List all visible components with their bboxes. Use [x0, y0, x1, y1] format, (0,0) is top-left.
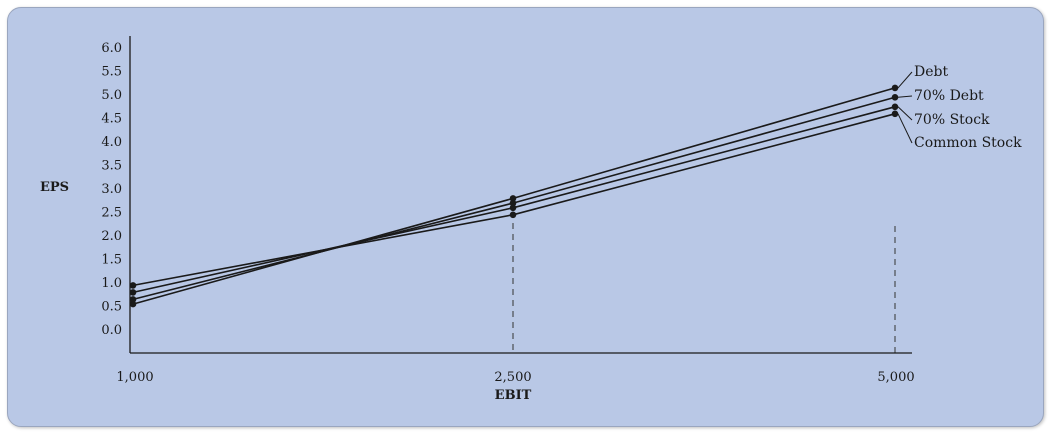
legend-leader-line — [897, 95, 913, 98]
data-point — [129, 296, 137, 303]
x-tick-label: 5,000 — [877, 370, 914, 385]
chart-panel — [7, 7, 1044, 427]
y-tick-label: 3.5 — [101, 159, 122, 174]
y-tick-label: 0.5 — [101, 300, 122, 315]
y-tick-label: 5.0 — [101, 88, 122, 103]
y-tick-label: 1.5 — [101, 253, 122, 268]
legend-label: Common Stock — [914, 135, 1022, 151]
legend-label: 70% Debt — [914, 88, 984, 104]
x-tick-label: 2,500 — [494, 370, 531, 385]
data-point — [891, 84, 899, 92]
y-tick-label: 6.0 — [101, 41, 122, 56]
y-tick-label: 1.0 — [101, 276, 122, 291]
data-point — [891, 103, 899, 111]
data-point — [129, 289, 137, 296]
x-axis-label: EBIT — [495, 388, 532, 403]
data-point — [891, 110, 899, 118]
y-axis-label: EPS — [40, 180, 69, 195]
data-point — [509, 211, 517, 219]
y-tick-label: 2.5 — [101, 206, 122, 221]
data-point — [129, 300, 137, 308]
legend-leader-line — [897, 71, 913, 89]
legend-label: Debt — [914, 64, 948, 80]
legend-leader-line — [897, 113, 913, 144]
data-point — [509, 199, 517, 207]
y-tick-label: 2.0 — [101, 229, 122, 244]
y-tick-label: 5.5 — [101, 65, 122, 80]
y-tick-label: 0.0 — [101, 323, 122, 338]
data-point — [509, 204, 517, 212]
y-tick-label: 3.0 — [101, 182, 122, 197]
data-point — [129, 282, 137, 289]
y-tick-label: 4.0 — [101, 135, 122, 150]
legend-leader-line — [897, 106, 913, 121]
data-point — [891, 94, 899, 101]
legend-label: 70% Stock — [914, 112, 990, 128]
data-point — [509, 195, 517, 202]
y-tick-label: 4.5 — [101, 112, 122, 127]
x-tick-label: 1,000 — [116, 370, 153, 385]
